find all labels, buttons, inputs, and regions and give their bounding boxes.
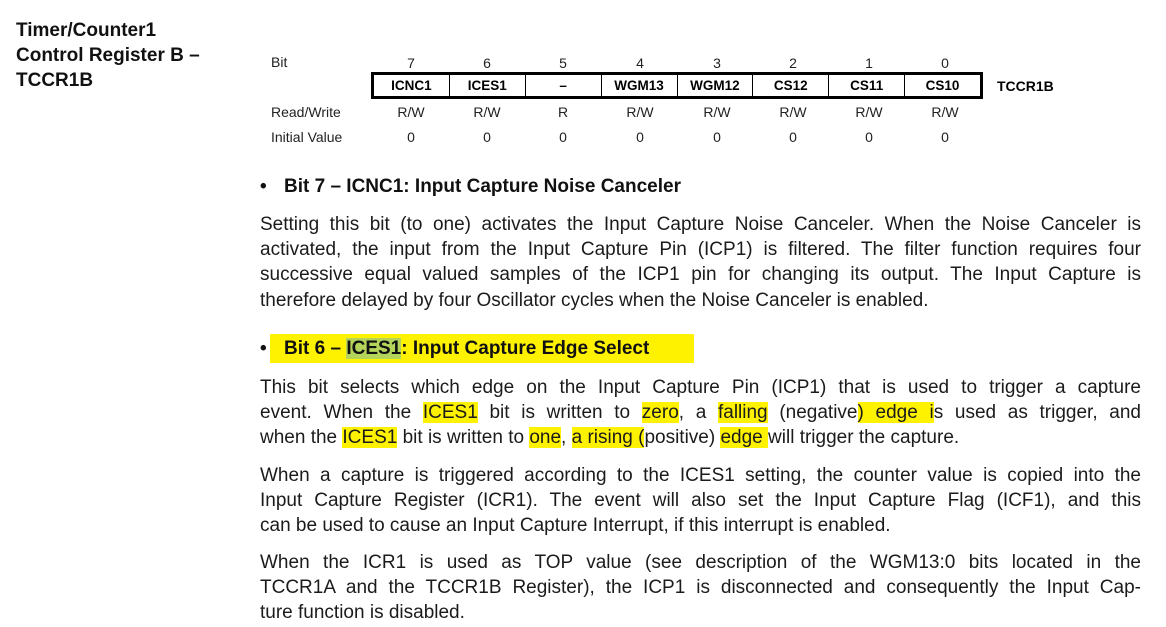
read-write-value: R/W: [779, 104, 807, 120]
icr1-top-description: When the ICR1 is used as TOP value (see …: [260, 550, 1141, 626]
initial-value: 0: [865, 129, 873, 145]
side-title-line: Control Register B –: [16, 45, 200, 66]
highlighted-text: zero: [641, 402, 679, 424]
paragraph-line: when the ICES1 bit is written to one, a …: [260, 425, 1141, 450]
initial-value: 0: [789, 129, 797, 145]
bit7-heading: • Bit 7 – ICNC1: Input Capture Noise Canc…: [260, 176, 681, 198]
bit6-heading-suffix: : Input Capture Edge Select: [401, 338, 650, 359]
paragraph-line: event. When the ICES1 bit is written to …: [260, 400, 1141, 425]
bullet: •: [260, 338, 267, 359]
bit-number: 2: [789, 55, 797, 71]
text-run: positive): [644, 427, 721, 449]
initial-value: 0: [941, 129, 949, 145]
bullet: •: [260, 176, 267, 197]
bit-name-cell: WGM12: [678, 75, 754, 96]
bit6-heading-code: ICES1: [346, 338, 402, 359]
bit-number: 6: [483, 55, 491, 71]
bit-name-cell: CS10: [925, 78, 960, 93]
read-write-value: R/W: [397, 104, 425, 120]
register-name: TCCR1B: [997, 78, 1054, 94]
read-write-value: R: [557, 104, 569, 120]
text-run: ,: [561, 427, 572, 449]
text-run: bit is written to: [397, 427, 530, 449]
highlighted-text: one: [529, 427, 562, 449]
bit-number: 4: [636, 55, 644, 71]
capture-description: When a capture is triggered according to…: [260, 463, 1141, 539]
text-run: (negative: [767, 402, 858, 424]
bit-name-cell: WGM13: [602, 75, 678, 96]
paragraph-line: This bit selects which edge on the Input…: [260, 377, 1141, 398]
initial-value: 0: [559, 129, 567, 145]
highlighted-text: ICES1: [342, 427, 398, 449]
read-write-value: R/W: [626, 104, 654, 120]
bit-number: 3: [713, 55, 721, 71]
initial-value-row-label: Initial Value: [271, 129, 343, 145]
highlighted-text: edge: [720, 427, 769, 449]
side-title-line: TCCR1B: [16, 70, 94, 91]
text-run: event. When the: [260, 402, 423, 424]
bit-name-cell: ICNC1: [374, 75, 450, 96]
highlighted-text: falling: [717, 402, 768, 424]
bit-name-cell: CS12: [753, 75, 830, 96]
text-run: , a: [678, 402, 718, 424]
bit-number: 7: [407, 55, 415, 71]
paragraph-line: therefore delayed by four Oscillator cyc…: [260, 289, 929, 311]
highlighted-text: a rising (: [571, 427, 645, 449]
bit-name-cell: ICES1: [450, 75, 526, 96]
highlighted-text: ICES1: [422, 402, 478, 424]
bit7-heading-text: Bit 7 – ICNC1: Input Capture Noise Cance…: [284, 176, 681, 197]
initial-value: 0: [636, 129, 644, 145]
paragraph-line: Setting this bit (to one) activates the …: [260, 214, 1141, 235]
bit-number: 1: [865, 55, 873, 71]
text-run: when the: [260, 427, 343, 449]
register-section-title: Timer/Counter1 Control Register B – TCCR…: [16, 18, 246, 93]
side-title-line: Timer/Counter1: [16, 20, 157, 41]
bit6-heading: • Bit 6 – ICES1: Input Capture Edge Selec…: [260, 338, 649, 360]
initial-value: 0: [713, 129, 721, 145]
bit-row-label: Bit: [271, 54, 288, 70]
read-write-value: R/W: [703, 104, 731, 120]
bit-number: 0: [941, 55, 949, 71]
paragraph-line: can be used to cause an Input Capture In…: [260, 515, 891, 537]
paragraph-line: When a capture is triggered according to…: [260, 465, 1141, 486]
bit-number: 5: [559, 55, 567, 71]
bit-name-cell: CS11: [829, 75, 906, 96]
bit6-heading-prefix: Bit 6 –: [284, 338, 347, 359]
paragraph-line: When the ICR1 is used as TOP value (see …: [260, 552, 1141, 573]
text-run: bit is written to: [477, 402, 642, 424]
read-write-value: R/W: [473, 104, 501, 120]
initial-value: 0: [483, 129, 491, 145]
heading-highlight: [270, 334, 694, 363]
text-run: s used as trigger, and: [933, 402, 1141, 424]
bit7-description: Setting this bit (to one) activates the …: [260, 212, 1141, 313]
read-write-row-label: Read/Write: [271, 104, 341, 120]
paragraph-line: Input Capture Register (ICR1). The event…: [260, 490, 1141, 512]
register-bit-cells: ICNC1 ICES1 – WGM13 WGM12 CS12 CS11 CS10: [371, 72, 983, 99]
read-write-value: R/W: [855, 104, 883, 120]
paragraph-line: successive equal valued samples of the I…: [260, 264, 1141, 286]
paragraph-line: ture function is disabled.: [260, 602, 465, 624]
bit6-description: This bit selects which edge on the Input…: [260, 375, 1141, 451]
highlighted-text: ) edge i: [857, 402, 934, 424]
paragraph-line: activated, the input from the Input Capt…: [260, 239, 1141, 261]
initial-value: 0: [407, 129, 415, 145]
bit-name-cell: –: [526, 75, 602, 96]
read-write-value: R/W: [931, 104, 959, 120]
paragraph-line: TCCR1A and the TCCR1B Register), the ICP…: [260, 577, 1141, 599]
text-run: will trigger the capture.: [768, 427, 960, 449]
